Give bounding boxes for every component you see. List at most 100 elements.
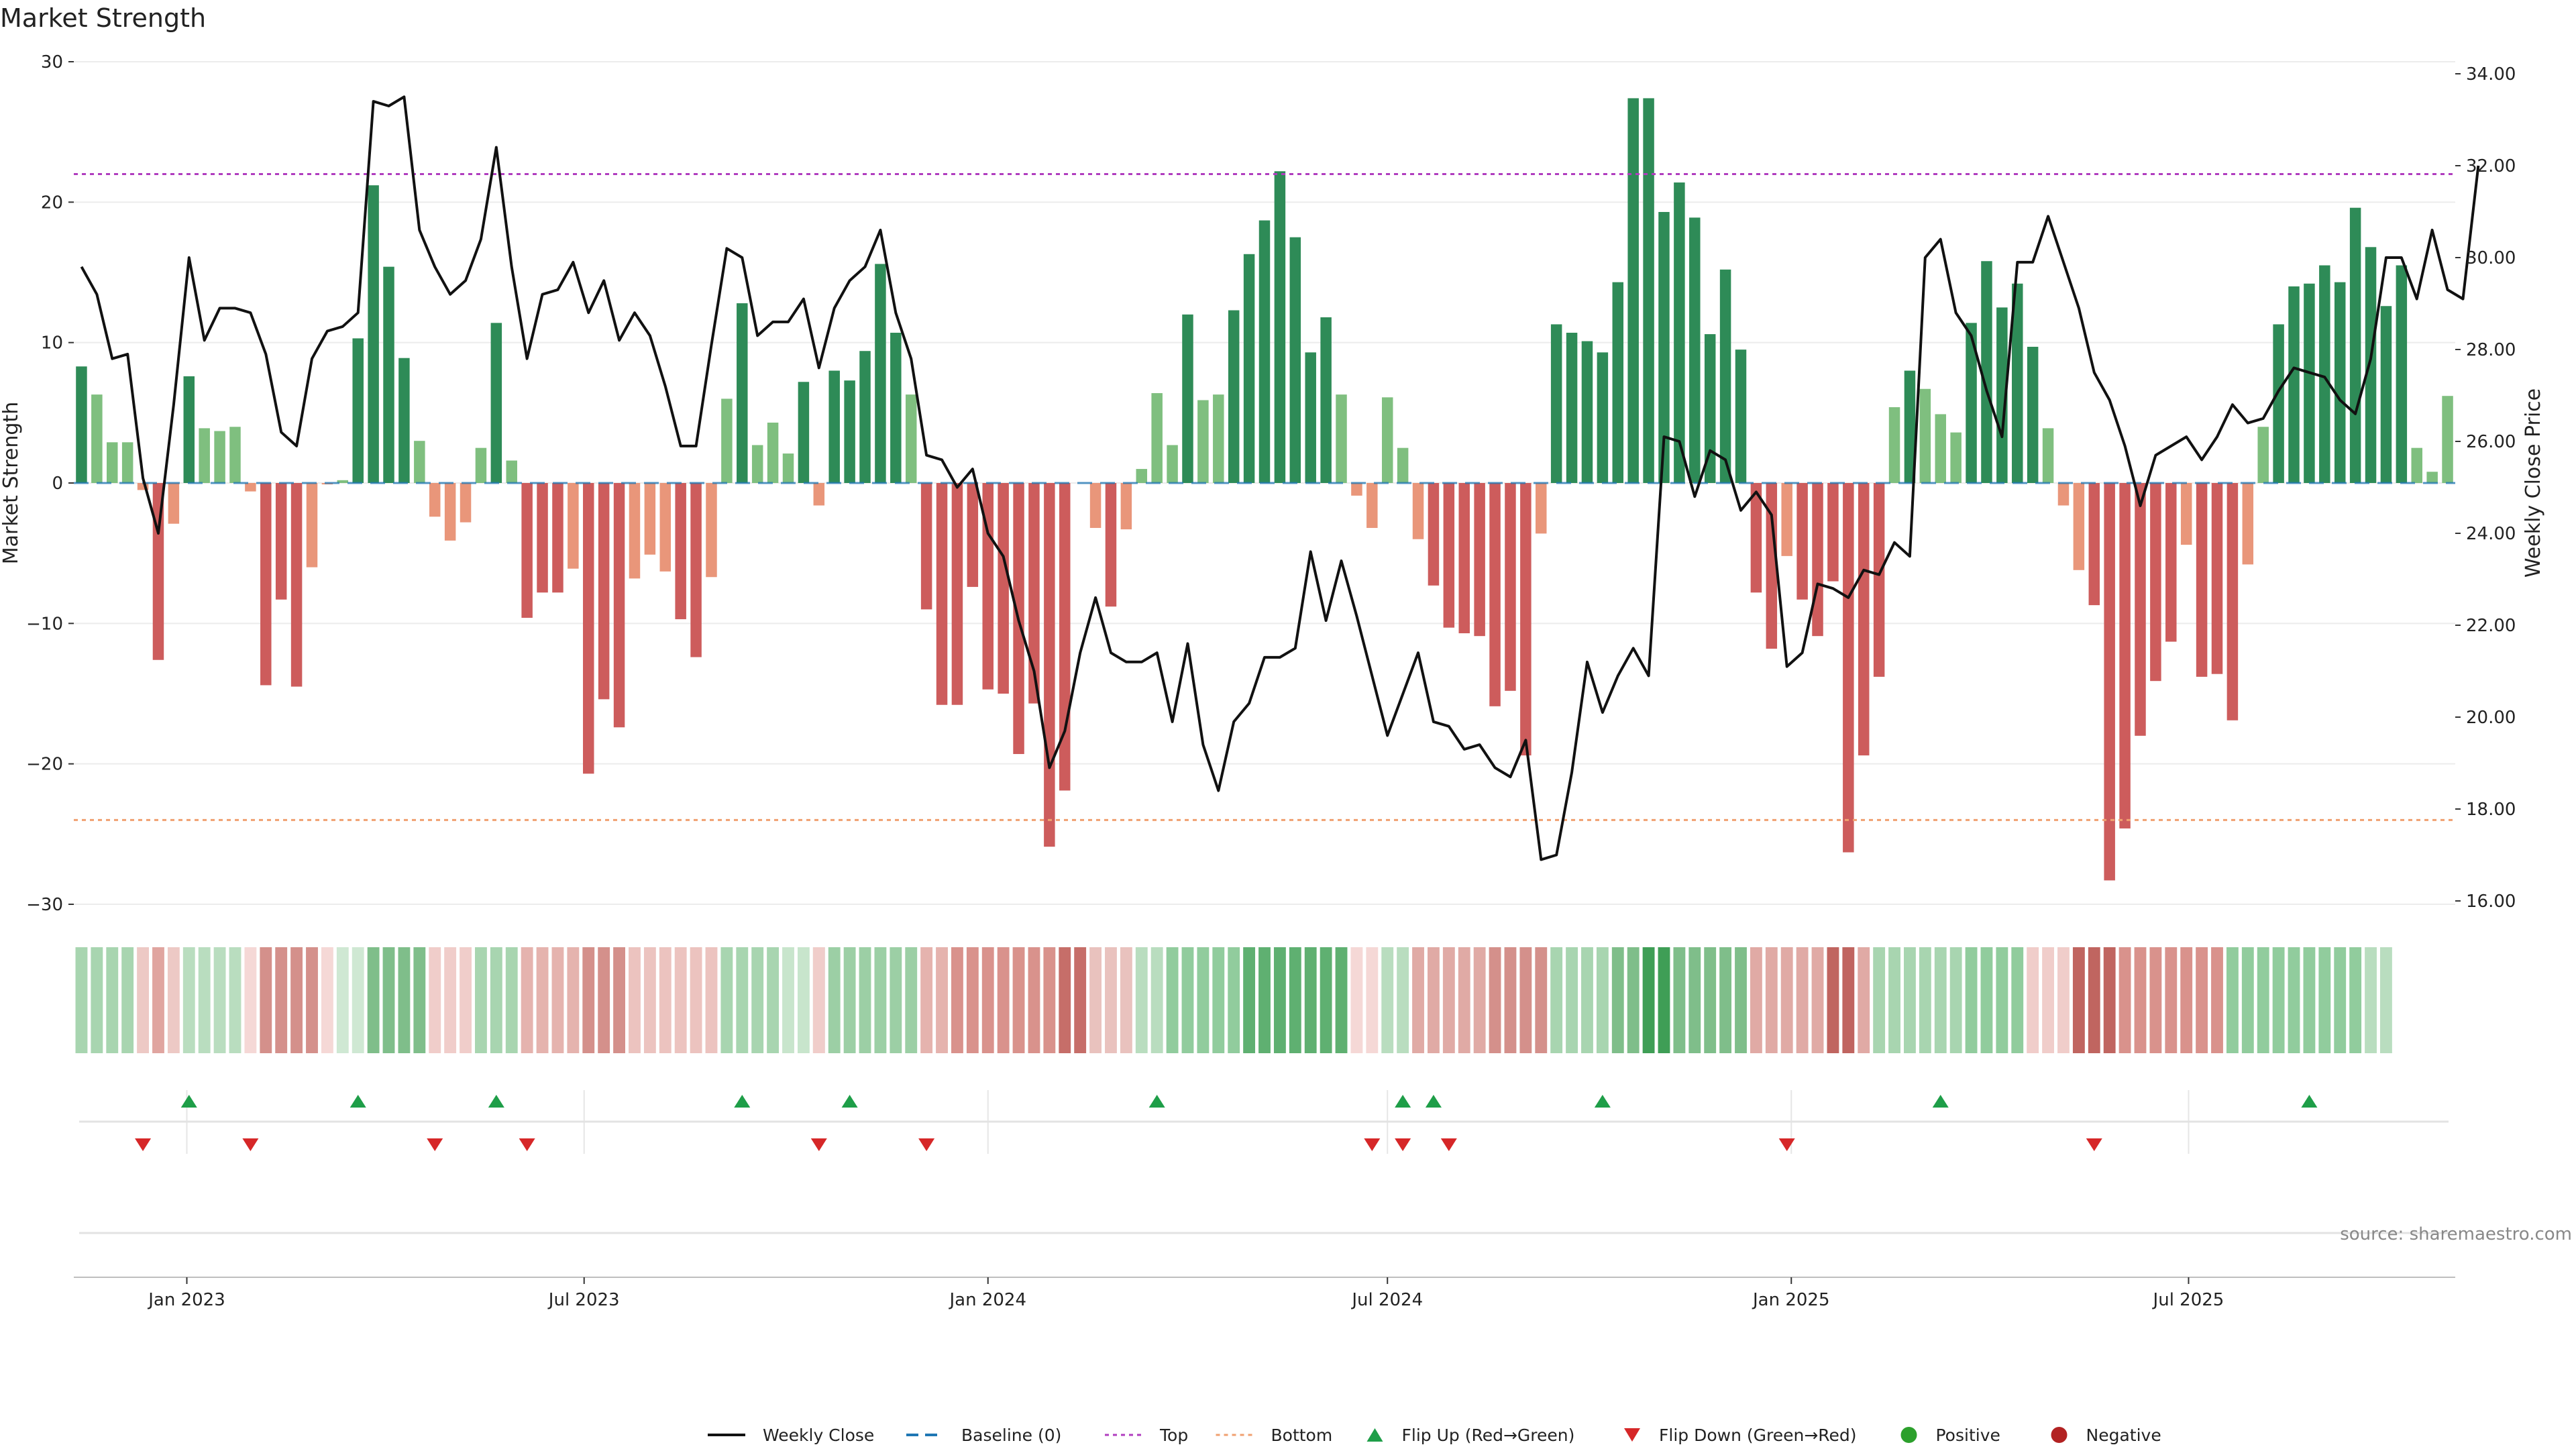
strength-bar bbox=[229, 427, 241, 483]
flip-up-marker bbox=[734, 1095, 751, 1108]
legend-swatch-flip-down bbox=[1624, 1428, 1640, 1442]
legend-swatch-negative bbox=[2051, 1427, 2068, 1443]
legend-label: Weekly Close bbox=[763, 1426, 874, 1445]
heat-cell bbox=[1473, 947, 1486, 1053]
strength-bar bbox=[2242, 483, 2254, 565]
strength-bar bbox=[475, 447, 487, 483]
strength-bar bbox=[1136, 469, 1148, 483]
legend-swatch-flip-up bbox=[1366, 1428, 1383, 1442]
heat-cell bbox=[2165, 947, 2178, 1053]
strength-bar bbox=[1243, 254, 1255, 483]
strength-bar bbox=[629, 483, 641, 579]
strength-bar bbox=[1812, 483, 1823, 637]
flip-down-marker bbox=[810, 1138, 827, 1151]
strength-bar bbox=[214, 431, 225, 483]
y-right-tick-label: 22.00 bbox=[2466, 616, 2516, 636]
strength-bar bbox=[2104, 483, 2115, 881]
source-note: source: sharemaestro.com bbox=[2340, 1224, 2572, 1244]
strength-bar bbox=[429, 483, 441, 517]
legend-label: Flip Down (Green→Red) bbox=[1659, 1426, 1857, 1445]
legend-item-flip_down: Flip Down (Green→Red) bbox=[1624, 1426, 1857, 1445]
strength-bar bbox=[1458, 483, 1470, 633]
heat-cell bbox=[767, 947, 780, 1053]
legend-label: Bottom bbox=[1271, 1426, 1333, 1445]
heat-cell bbox=[1442, 947, 1455, 1053]
heat-cell bbox=[75, 947, 88, 1053]
strength-bar bbox=[2211, 483, 2223, 674]
y-right-tick-label: 34.00 bbox=[2466, 64, 2516, 85]
heat-cell bbox=[1842, 947, 1855, 1053]
heat-cell bbox=[2118, 947, 2131, 1053]
strength-bar bbox=[1120, 483, 1132, 530]
heat-cell bbox=[1980, 947, 1993, 1053]
strength-bar bbox=[1474, 483, 1485, 637]
weekly-close-line bbox=[80, 95, 2480, 861]
strength-bar bbox=[306, 483, 318, 568]
strength-bar bbox=[982, 483, 994, 690]
strength-bar bbox=[1796, 483, 1808, 600]
strength-bar bbox=[690, 483, 702, 657]
heat-cell bbox=[382, 947, 395, 1053]
y-left-tick-label: 30 bbox=[41, 52, 63, 72]
strength-bar bbox=[2012, 283, 2023, 483]
strength-bar bbox=[1597, 352, 1609, 483]
heat-cell bbox=[444, 947, 457, 1053]
heat-cell bbox=[1642, 947, 1655, 1053]
strength-bar bbox=[1197, 400, 1209, 483]
heat-cell bbox=[1335, 947, 1348, 1053]
heat-cell bbox=[1904, 947, 1916, 1053]
close-line bbox=[80, 95, 2480, 861]
x-tick-label: Jan 2023 bbox=[147, 1290, 225, 1310]
heat-cell bbox=[1965, 947, 1978, 1053]
heat-cell bbox=[1934, 947, 1947, 1053]
heat-cell bbox=[306, 947, 318, 1053]
flip-up-marker bbox=[488, 1095, 504, 1108]
heat-cell bbox=[1673, 947, 1686, 1053]
flip-up-marker bbox=[2301, 1095, 2318, 1108]
heat-cell bbox=[2180, 947, 2193, 1053]
heat-cell bbox=[905, 947, 918, 1053]
strength-bar bbox=[1935, 414, 1946, 483]
heat-cell bbox=[997, 947, 1010, 1053]
heat-cell bbox=[1105, 947, 1117, 1053]
strength-bar bbox=[1704, 334, 1716, 483]
strength-bar bbox=[383, 266, 394, 483]
heat-cell bbox=[1181, 947, 1194, 1053]
heat-cell bbox=[398, 947, 411, 1053]
heat-cell bbox=[690, 947, 702, 1053]
strength-bar bbox=[1520, 483, 1532, 756]
heat-cell bbox=[198, 947, 211, 1053]
strength-bar bbox=[844, 380, 855, 483]
heat-cell bbox=[659, 947, 672, 1053]
flip-up-marker bbox=[1932, 1095, 1949, 1108]
strength-bar bbox=[1505, 483, 1516, 691]
flip-down-marker bbox=[1395, 1138, 1411, 1151]
strength-bar bbox=[2165, 483, 2177, 642]
strength-bar bbox=[1167, 445, 1178, 483]
strength-bar bbox=[199, 428, 210, 483]
strength-bar bbox=[2150, 483, 2161, 682]
y-axis-right-label: Weekly Close Price bbox=[2522, 388, 2545, 578]
strength-bar bbox=[1489, 483, 1501, 706]
strength-bar bbox=[2334, 282, 2346, 483]
strength-bar bbox=[107, 442, 118, 483]
y-left-tick-label: −10 bbox=[26, 614, 63, 634]
heat-cell bbox=[2072, 947, 2085, 1053]
strength-bar bbox=[890, 333, 902, 483]
heat-cell bbox=[2334, 947, 2347, 1053]
heat-cell bbox=[981, 947, 994, 1053]
strength-bar bbox=[1674, 182, 1685, 483]
y-right-tick-label: 32.00 bbox=[2466, 156, 2516, 176]
heat-cell bbox=[1212, 947, 1225, 1053]
strength-bar bbox=[1643, 98, 1654, 484]
strength-bar bbox=[2304, 283, 2315, 483]
heat-cell bbox=[936, 947, 948, 1053]
legend-item-baseline: Baseline (0) bbox=[906, 1426, 1061, 1445]
heat-cell bbox=[1120, 947, 1132, 1053]
heat-cell bbox=[275, 947, 288, 1053]
heat-cell bbox=[2057, 947, 2070, 1053]
strength-bar bbox=[1689, 217, 1701, 483]
strength-bar bbox=[1766, 483, 1778, 649]
strength-bar bbox=[721, 398, 733, 483]
heat-cell bbox=[2257, 947, 2269, 1053]
